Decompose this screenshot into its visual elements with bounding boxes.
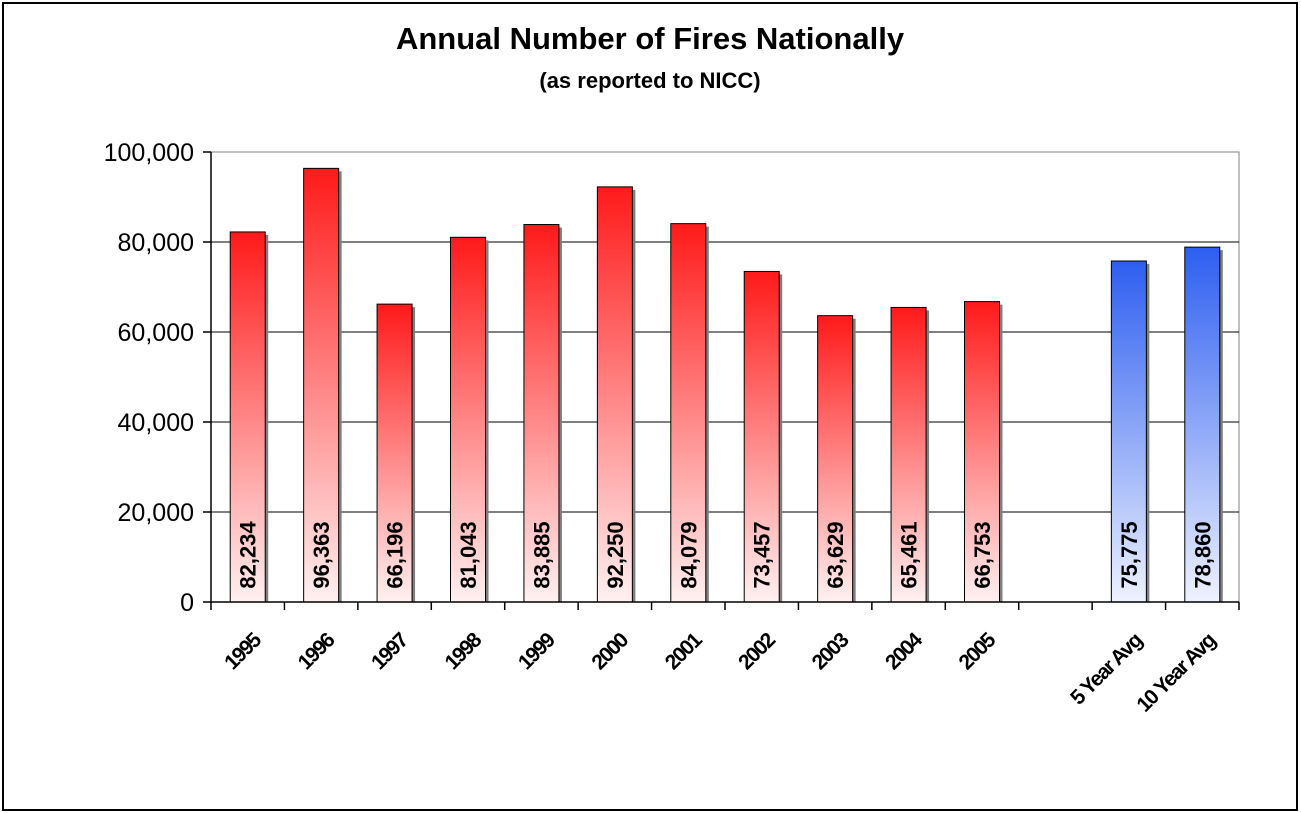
bar: [596, 186, 633, 603]
data-label: 75,775: [1117, 521, 1142, 588]
chart-subtitle: (as reported to NICC): [539, 68, 760, 93]
data-label: 84,079: [676, 521, 701, 588]
y-tick-label: 60,000: [118, 319, 194, 347]
bar: [523, 224, 560, 603]
y-tick-label: 20,000: [118, 499, 194, 527]
y-tick-label: 80,000: [118, 229, 194, 257]
data-label: 66,753: [970, 521, 995, 588]
data-label: 63,629: [823, 521, 848, 588]
axes: [203, 151, 1240, 610]
y-tick-label: 100,000: [104, 139, 194, 167]
chart-title: Annual Number of Fires Nationally: [396, 21, 905, 56]
data-label: 83,885: [529, 521, 554, 588]
data-label: 82,234: [236, 521, 261, 589]
y-tick-label: 40,000: [118, 409, 194, 437]
bar: [817, 315, 854, 603]
data-label: 96,363: [309, 521, 334, 588]
data-label: 66,196: [383, 521, 408, 588]
bar: [964, 301, 1000, 603]
bar: [890, 306, 927, 603]
data-label: 73,457: [750, 521, 775, 588]
bar: [450, 236, 486, 603]
data-label: 78,860: [1190, 521, 1215, 588]
bar: [229, 231, 266, 603]
bar: [1184, 246, 1221, 603]
bar: [376, 303, 413, 603]
bar: [303, 167, 340, 603]
y-tick-label: 0: [180, 589, 194, 617]
data-label: 81,043: [456, 521, 481, 588]
bars: 82,234 96,363 66,196 81,043 83,885 92,250 84,0…: [229, 167, 1223, 603]
data-label: 92,250: [603, 521, 628, 588]
data-label: 65,461: [897, 521, 922, 588]
y-axis-tick-labels: 0 20,000 40,000 60,000 80,000 100,000: [104, 139, 194, 617]
bar: [670, 223, 707, 603]
plot-area: [210, 151, 1240, 603]
